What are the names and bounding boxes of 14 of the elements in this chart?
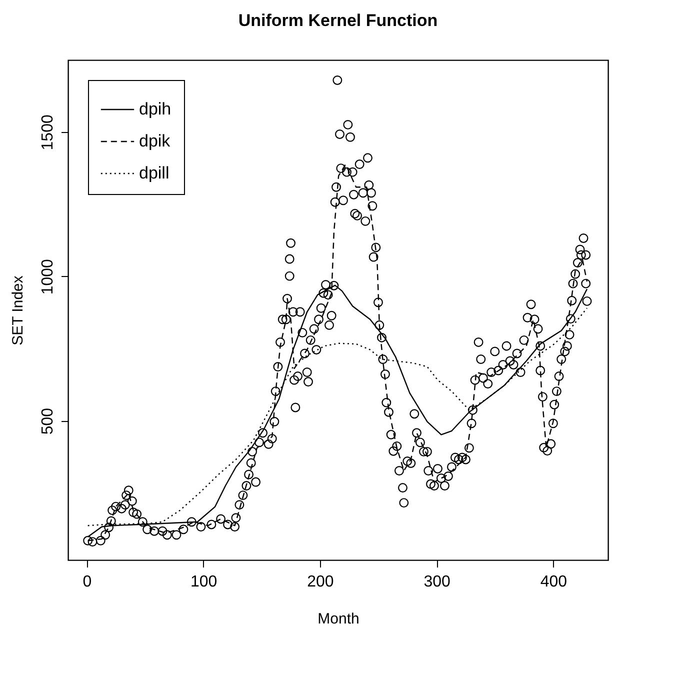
x-tick-label: 300 <box>424 574 450 590</box>
legend-label: dpill <box>139 164 170 182</box>
x-tick-label: 0 <box>82 574 92 590</box>
legend-label: dpih <box>139 100 172 118</box>
x-tick-label: 100 <box>190 574 218 590</box>
y-axis-title: SET Index <box>10 275 26 346</box>
x-axis-title: Month <box>318 610 360 628</box>
x-tick-label: 400 <box>540 574 568 590</box>
x-tick-label: 200 <box>307 574 334 590</box>
legend-label: dpik <box>139 132 171 150</box>
y-tick-label: 1500 <box>40 114 56 150</box>
y-tick-label: 1000 <box>40 258 56 295</box>
chart-title: Uniform Kernel Function <box>238 11 438 30</box>
y-tick-label: 500 <box>40 408 56 435</box>
